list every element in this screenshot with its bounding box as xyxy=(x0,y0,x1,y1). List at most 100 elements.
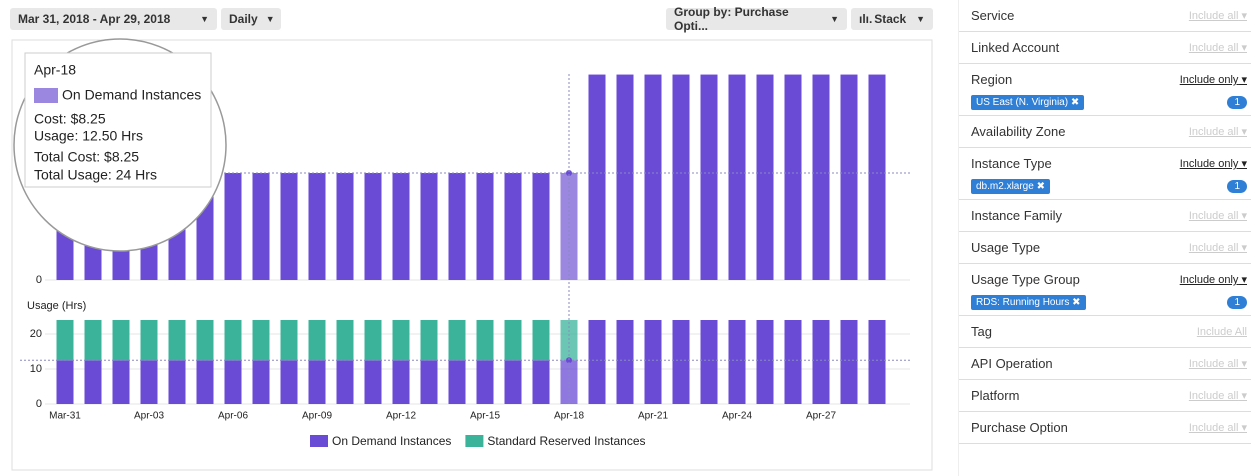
bar xyxy=(84,320,102,361)
bar xyxy=(420,360,438,404)
bar xyxy=(392,320,410,361)
bar xyxy=(224,173,242,280)
filter-mode: Include all xyxy=(1188,126,1239,138)
y-tick-label: 0 xyxy=(36,398,42,410)
filter-control[interactable]: Include only ▾ xyxy=(1180,273,1247,286)
filter-mode: Include all xyxy=(1188,10,1239,22)
filter-control[interactable]: Include all ▾ xyxy=(1189,209,1247,222)
filter-row: Service Include all ▾ xyxy=(959,0,1251,32)
x-tick-label: Apr-06 xyxy=(218,411,248,422)
filter-label: Platform xyxy=(971,388,1020,403)
tooltip-swatch xyxy=(34,88,58,103)
filter-label: Availability Zone xyxy=(971,124,1066,139)
group-by: Group by: Purchase Opti... xyxy=(674,5,789,33)
chip-remove[interactable]: ✖ xyxy=(1068,96,1080,108)
filter-control[interactable]: Include all ▾ xyxy=(1189,421,1247,434)
bar xyxy=(532,360,550,404)
y-tick-label: 20 xyxy=(30,328,42,340)
x-tick-label: Apr-27 xyxy=(806,411,836,422)
filter-row: Platform Include all ▾ xyxy=(959,380,1251,412)
filter-chip[interactable]: US East (N. Virginia) ✖ xyxy=(971,94,1085,110)
caret: ▼ xyxy=(830,14,839,24)
filter-mode: Include all xyxy=(1188,390,1239,402)
filter-control[interactable]: Include all ▾ xyxy=(1189,389,1247,402)
caret: ▾ xyxy=(1238,42,1247,54)
filter-row: Instance Type Include only ▾ db.m2.xlarge … xyxy=(959,148,1251,200)
filter-control[interactable]: Include all ▾ xyxy=(1189,41,1247,54)
tooltip-title: Apr-18 xyxy=(34,62,76,78)
bar xyxy=(868,320,886,404)
filter-control[interactable]: Include only ▾ xyxy=(1180,73,1247,86)
filter-control[interactable]: Include only ▾ xyxy=(1180,157,1247,170)
filter-row: Region Include only ▾ US East (N. Virginia… xyxy=(959,64,1251,116)
filter-mode: Include all xyxy=(1188,210,1239,222)
tooltip-total-cost: Total Cost: $8.25 xyxy=(34,149,139,165)
caret: ▾ xyxy=(1238,10,1247,22)
bar xyxy=(280,173,298,280)
bar xyxy=(532,173,550,280)
filter-row: Purchase Option Include all ▾ xyxy=(959,412,1251,444)
filter-control[interactable]: Include All xyxy=(1197,326,1247,338)
x-tick-label: Apr-21 xyxy=(638,411,668,422)
bar xyxy=(364,173,382,280)
filter-row: Tag Include All xyxy=(959,316,1251,348)
group-by-button[interactable]: Group by: Purchase Opti... ▼ xyxy=(666,5,847,33)
legend-label: Standard Reserved Instances xyxy=(487,434,645,448)
legend-label: On Demand Instances xyxy=(332,434,451,448)
bar xyxy=(252,173,270,280)
filter-header: Usage Type Include all ▾ xyxy=(971,232,1247,263)
bar xyxy=(280,320,298,361)
x-tick-label: Apr-18 xyxy=(554,411,584,422)
filter-control[interactable]: Include all ▾ xyxy=(1189,357,1247,370)
bar xyxy=(252,360,270,404)
filter-chip[interactable]: db.m2.xlarge ✖ xyxy=(971,178,1050,194)
granularity-button[interactable]: Daily ▼ xyxy=(221,8,281,30)
filter-control[interactable]: Include all ▾ xyxy=(1189,125,1247,138)
chip-text: RDS: Running Hours xyxy=(976,296,1070,308)
bar xyxy=(56,320,74,361)
bar xyxy=(56,360,74,404)
bar xyxy=(476,360,494,404)
caret: ▾ xyxy=(1238,242,1247,254)
chip-remove[interactable]: ✖ xyxy=(1033,180,1045,192)
bar xyxy=(196,360,214,404)
filter-mode: Include All xyxy=(1196,325,1247,338)
caret: ▾ xyxy=(1238,126,1247,138)
caret: ▼ xyxy=(916,14,925,24)
filter-control[interactable]: Include all ▾ xyxy=(1189,9,1247,22)
bar xyxy=(840,74,858,280)
bar xyxy=(616,74,634,280)
bar xyxy=(112,320,130,361)
x-tick-label: Apr-15 xyxy=(470,411,500,422)
filter-selection: db.m2.xlarge ✖ 1 xyxy=(971,173,1247,199)
filter-label: Service xyxy=(971,8,1015,23)
bar xyxy=(336,360,354,404)
filter-mode: Include all xyxy=(1188,358,1239,370)
caret: ▾ xyxy=(1238,74,1247,86)
filter-mode: Include all xyxy=(1188,422,1239,434)
tooltip: Apr-18 On Demand Instances Cost: $8.25 U… xyxy=(13,38,227,252)
caret: ▾ xyxy=(1238,422,1247,434)
filter-label: Usage Type xyxy=(971,240,1041,255)
tooltip-usage: Usage: 12.50 Hrs xyxy=(34,128,143,144)
bar xyxy=(224,360,242,404)
view-button[interactable]: ılı. Stack ▼ xyxy=(851,8,933,30)
bar xyxy=(504,360,522,404)
filter-chip[interactable]: RDS: Running Hours ✖ xyxy=(971,294,1086,310)
date-range-button[interactable]: Mar 31, 2018 - Apr 29, 2018 ▼ xyxy=(10,8,217,30)
bar xyxy=(588,74,606,280)
bar xyxy=(392,173,410,280)
chip-text: US East (N. Virginia) xyxy=(976,96,1069,108)
filter-header: Instance Family Include all ▾ xyxy=(971,200,1247,231)
filter-count: 1 xyxy=(1227,179,1247,193)
view: Stack xyxy=(874,12,907,26)
x-tick-label: Apr-12 xyxy=(386,411,416,422)
x-tick-label: Apr-24 xyxy=(722,411,752,422)
bar xyxy=(672,320,690,404)
filter-control[interactable]: Include all ▾ xyxy=(1189,241,1247,254)
bar xyxy=(616,320,634,404)
tooltip-cost: Cost: $8.25 xyxy=(34,111,106,127)
chip-remove[interactable]: ✖ xyxy=(1069,296,1081,308)
bar xyxy=(840,320,858,404)
bar xyxy=(448,173,466,280)
